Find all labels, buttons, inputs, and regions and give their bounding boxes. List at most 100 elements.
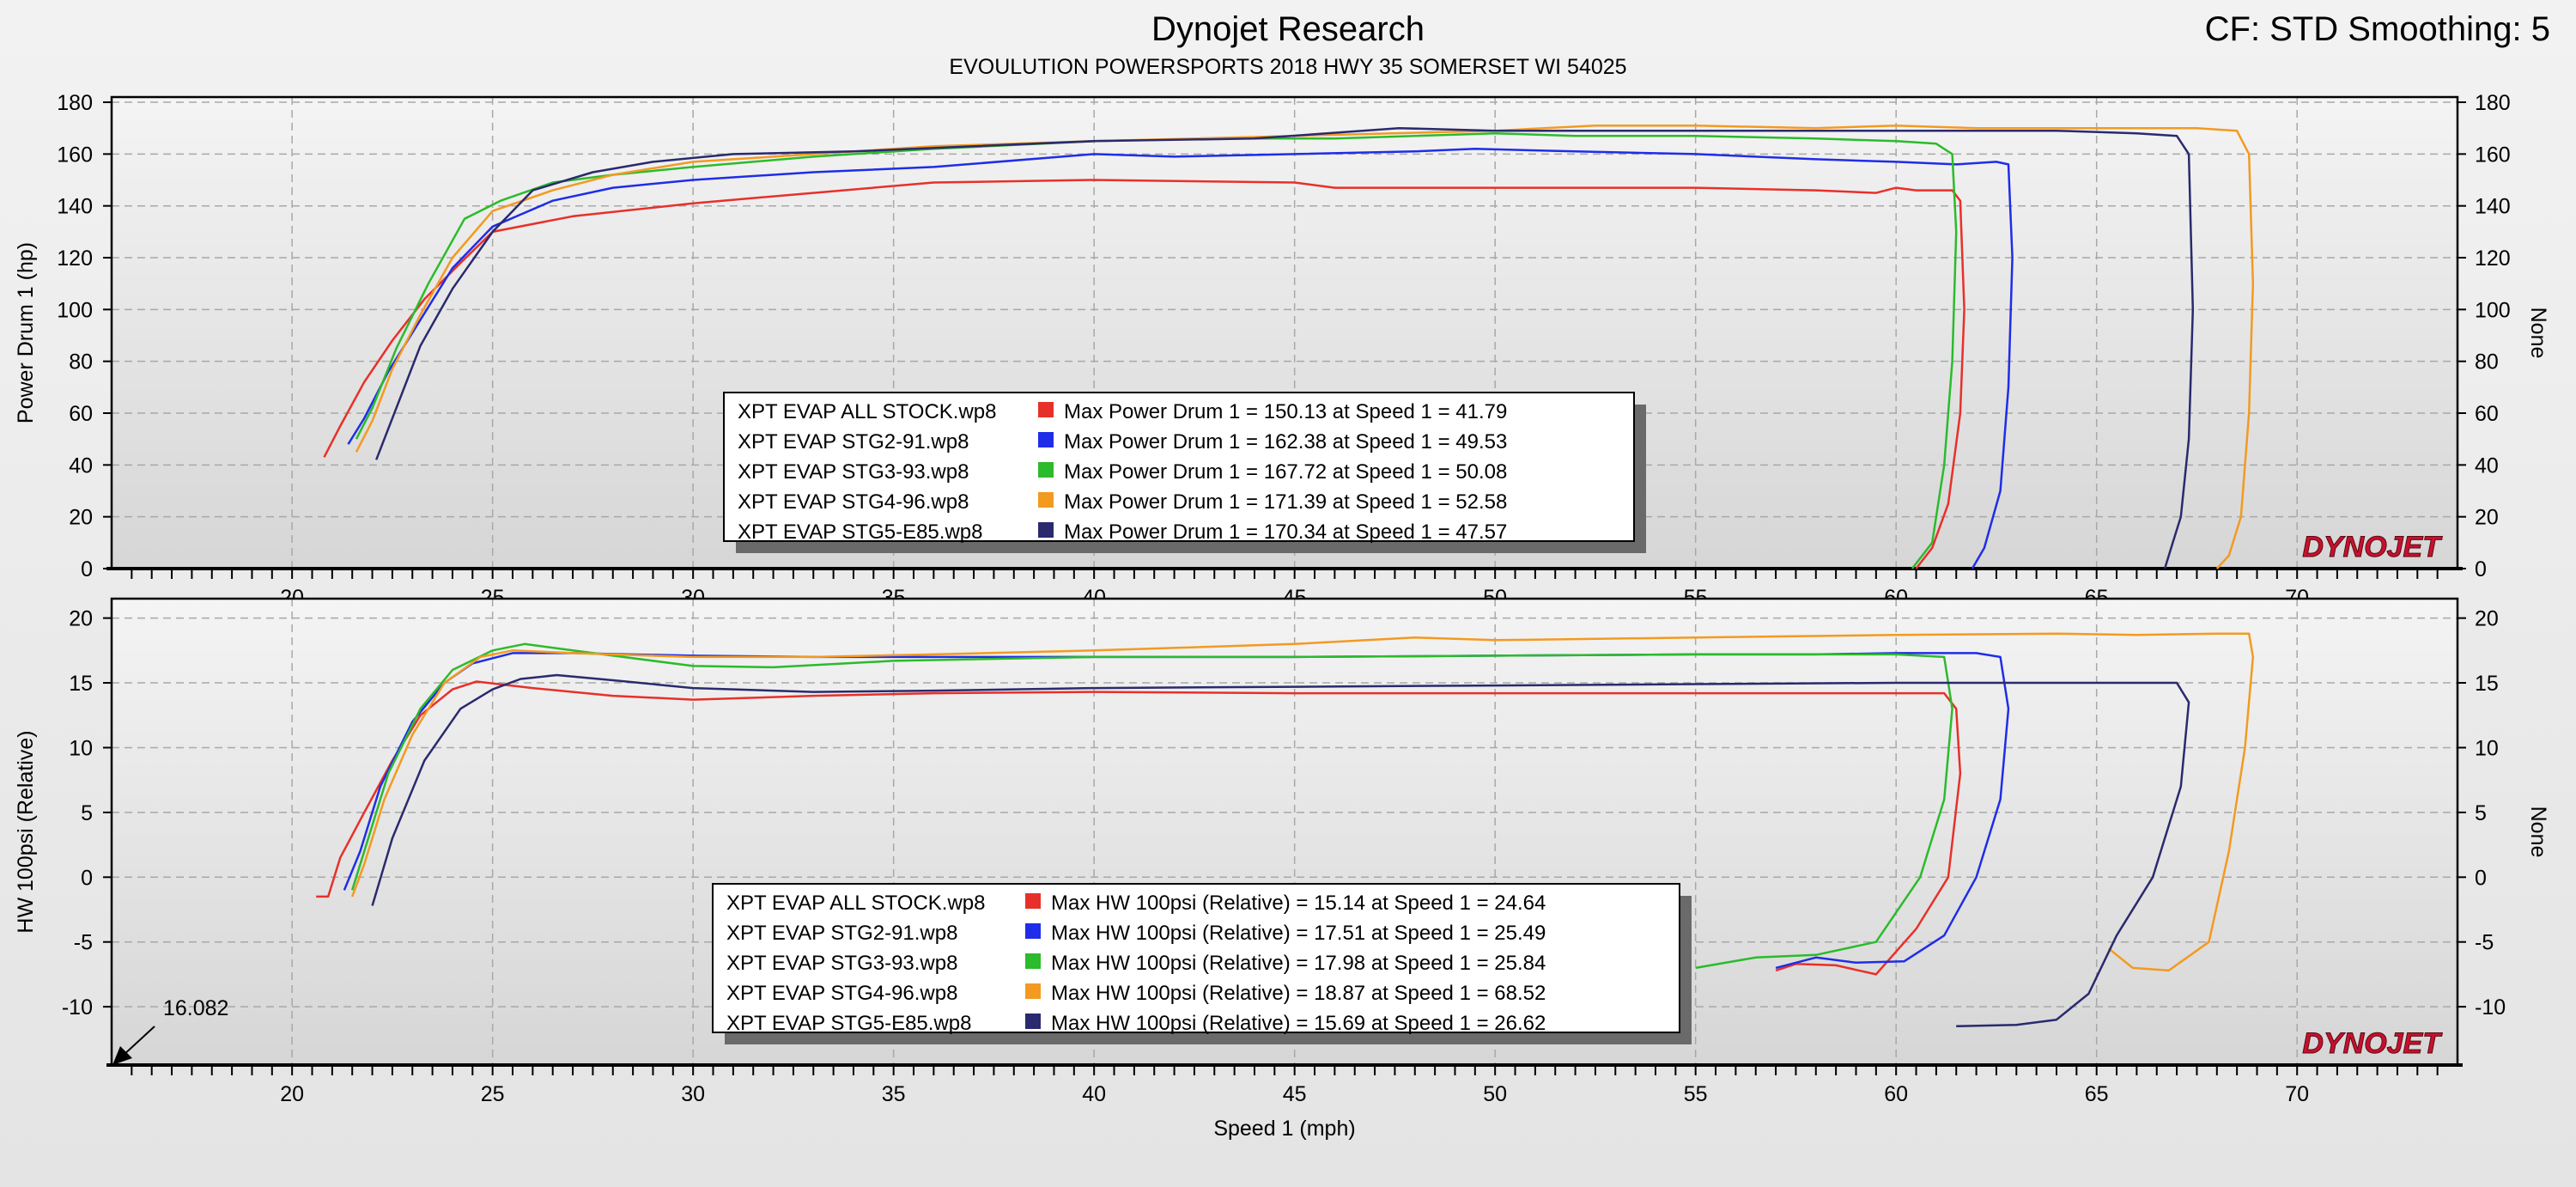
x-tick-label: 65 bbox=[2085, 1082, 2109, 1106]
legend-swatch bbox=[1025, 923, 1041, 939]
series-line-4 bbox=[355, 124, 2255, 569]
series-line-5 bbox=[375, 126, 2195, 569]
dynojet-logo: DYNOJET bbox=[2302, 1027, 2443, 1060]
x-tick-label: 50 bbox=[1483, 1082, 1507, 1106]
legend-box bbox=[723, 392, 1635, 542]
legend-stat: Max Power Drum 1 = 162.38 at Speed 1 = 4… bbox=[1064, 430, 1507, 453]
y-axis-title-right: None bbox=[2526, 807, 2550, 858]
chart-subtitle: EVOULUTION POWERSPORTS 2018 HWY 35 SOMER… bbox=[949, 55, 1627, 79]
y-tick-label-right: 0 bbox=[2475, 866, 2487, 890]
y-tick-label: 60 bbox=[69, 402, 93, 426]
series-line-1 bbox=[323, 179, 1965, 569]
y-tick-label: 100 bbox=[57, 298, 93, 322]
cursor-annotation: 16.082 bbox=[163, 996, 228, 1020]
x-axis-title: Speed 1 (mph) bbox=[1213, 1117, 1355, 1141]
y-tick-label: 10 bbox=[69, 736, 93, 760]
y-tick-label-right: 160 bbox=[2475, 143, 2511, 167]
y-tick-label: 15 bbox=[69, 672, 93, 696]
legend-stat: Max Power Drum 1 = 170.34 at Speed 1 = 4… bbox=[1064, 520, 1507, 544]
y-tick-label: 0 bbox=[81, 557, 93, 581]
panel-1: 0 0 20 20 40 40 60 60 80 80 100 100 120 120 140 140 160 1… bbox=[14, 91, 2550, 610]
y-tick-label-right: 100 bbox=[2475, 298, 2511, 322]
legend-swatch bbox=[1038, 492, 1054, 508]
legend-stat: Max Power Drum 1 = 171.39 at Speed 1 = 5… bbox=[1064, 490, 1507, 514]
x-tick-label: 30 bbox=[681, 1082, 705, 1106]
legend-run-name: XPT EVAP STG5-E85.wp8 bbox=[726, 1012, 971, 1035]
y-tick-label-right: 15 bbox=[2475, 672, 2499, 696]
x-tick-label: 35 bbox=[882, 1082, 906, 1106]
y-tick-label: 80 bbox=[69, 350, 93, 374]
legend-swatch bbox=[1038, 462, 1054, 478]
y-tick-label-right: 0 bbox=[2475, 557, 2487, 581]
x-tick-label: 40 bbox=[1082, 1082, 1106, 1106]
series-line-4 bbox=[351, 632, 2255, 972]
y-axis-title: HW 100psi (Relative) bbox=[14, 730, 38, 933]
y-tick-label-right: -5 bbox=[2475, 931, 2494, 955]
x-tick-label: 20 bbox=[280, 1082, 304, 1106]
legend-run-name: XPT EVAP STG3-93.wp8 bbox=[738, 460, 969, 484]
legend-run-name: XPT EVAP STG3-93.wp8 bbox=[726, 952, 957, 975]
legend-run-name: XPT EVAP STG2-91.wp8 bbox=[726, 922, 957, 945]
legend-stat: Max HW 100psi (Relative) = 18.87 at Spee… bbox=[1051, 982, 1546, 1005]
legend-stat: Max HW 100psi (Relative) = 15.69 at Spee… bbox=[1051, 1012, 1546, 1035]
legend-run-name: XPT EVAP STG4-96.wp8 bbox=[738, 490, 969, 514]
x-tick-label: 25 bbox=[481, 1082, 505, 1106]
y-tick-label-right: 140 bbox=[2475, 195, 2511, 219]
x-tick-label: 45 bbox=[1283, 1082, 1307, 1106]
series-line-2 bbox=[347, 148, 2014, 569]
correction-factor-info: CF: STD Smoothing: 5 bbox=[2204, 10, 2550, 48]
y-tick-label: 5 bbox=[81, 801, 93, 825]
legend-swatch bbox=[1025, 983, 1041, 999]
legend-run-name: XPT EVAP ALL STOCK.wp8 bbox=[738, 400, 997, 423]
y-tick-label-right: 120 bbox=[2475, 247, 2511, 271]
y-tick-label: 120 bbox=[57, 247, 93, 271]
legend-stat: Max HW 100psi (Relative) = 17.51 at Spee… bbox=[1051, 922, 1546, 945]
legend: XPT EVAP ALL STOCK.wp8 Max Power Drum 1 =… bbox=[723, 392, 1646, 553]
legend-stat: Max Power Drum 1 = 150.13 at Speed 1 = 4… bbox=[1064, 400, 1507, 423]
legend-swatch bbox=[1038, 402, 1054, 417]
legend-swatch bbox=[1025, 893, 1041, 909]
x-tick-label: 55 bbox=[1684, 1082, 1708, 1106]
series-line-3 bbox=[351, 642, 1953, 970]
legend-box bbox=[712, 883, 1680, 1033]
y-tick-label: 160 bbox=[57, 143, 93, 167]
legend-stat: Max Power Drum 1 = 167.72 at Speed 1 = 5… bbox=[1064, 460, 1507, 484]
annotation-arrow-line bbox=[121, 1026, 155, 1057]
legend-run-name: XPT EVAP ALL STOCK.wp8 bbox=[726, 892, 986, 915]
legend-stat: Max HW 100psi (Relative) = 15.14 at Spee… bbox=[1051, 892, 1546, 915]
y-tick-label-right: 40 bbox=[2475, 453, 2499, 478]
y-tick-label: 140 bbox=[57, 195, 93, 219]
x-tick-label: 60 bbox=[1884, 1082, 1908, 1106]
dynojet-logo: DYNOJET bbox=[2302, 531, 2443, 563]
series-line-5 bbox=[371, 673, 2190, 1028]
y-tick-label: 40 bbox=[69, 453, 93, 478]
series-line-3 bbox=[355, 131, 1958, 569]
y-tick-label-right: -10 bbox=[2475, 995, 2506, 1020]
legend-run-name: XPT EVAP STG2-91.wp8 bbox=[738, 430, 969, 453]
y-axis-title-right: None bbox=[2526, 307, 2550, 359]
y-tick-label: 20 bbox=[69, 506, 93, 530]
y-tick-label-right: 60 bbox=[2475, 402, 2499, 426]
y-tick-label-right: 80 bbox=[2475, 350, 2499, 374]
y-axis-title: Power Drum 1 (hp) bbox=[14, 242, 38, 423]
legend-swatch bbox=[1025, 1014, 1041, 1029]
legend-swatch bbox=[1025, 953, 1041, 969]
chart-title: Dynojet Research bbox=[1151, 10, 1425, 48]
y-tick-label: -10 bbox=[62, 995, 93, 1020]
x-tick-label: 70 bbox=[2285, 1082, 2309, 1106]
legend-run-name: XPT EVAP STG4-96.wp8 bbox=[726, 982, 957, 1005]
y-tick-label: 0 bbox=[81, 866, 93, 890]
legend-run-name: XPT EVAP STG5-E85.wp8 bbox=[738, 520, 982, 544]
legend-swatch bbox=[1038, 522, 1054, 538]
y-tick-label-right: 5 bbox=[2475, 801, 2487, 825]
y-tick-label-right: 180 bbox=[2475, 91, 2511, 115]
y-tick-label-right: 20 bbox=[2475, 506, 2499, 530]
legend: XPT EVAP ALL STOCK.wp8 Max HW 100psi (Rel… bbox=[712, 883, 1692, 1044]
legend-stat: Max HW 100psi (Relative) = 17.98 at Spee… bbox=[1051, 952, 1546, 975]
y-tick-label-right: 10 bbox=[2475, 736, 2499, 760]
y-tick-label-right: 20 bbox=[2475, 607, 2499, 631]
y-tick-label: 180 bbox=[57, 91, 93, 115]
